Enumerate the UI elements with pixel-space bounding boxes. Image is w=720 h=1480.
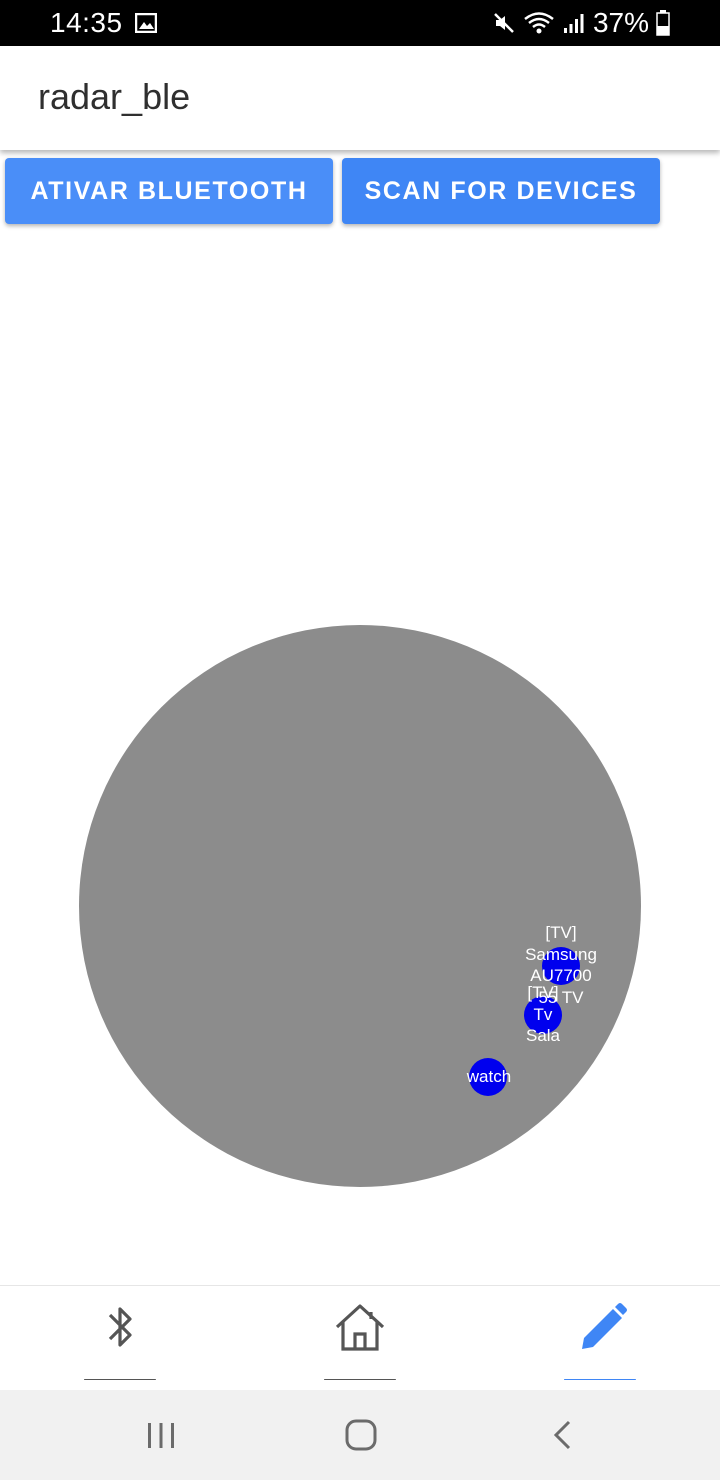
mute-icon: [494, 13, 514, 33]
app-title: radar_ble: [38, 76, 191, 117]
device-label-watch: watch: [466, 1067, 512, 1086]
home-icon: [335, 1304, 385, 1351]
device-dot-watch[interactable]: [469, 1058, 507, 1096]
radar-circle: [TV] Samsung AU7700 55 TV [TV] Tv Sala w…: [79, 625, 641, 1187]
battery-icon: [656, 10, 670, 36]
gallery-icon: [135, 13, 157, 33]
bluetooth-icon: [108, 1307, 132, 1347]
nav-label-home: ________: [324, 1364, 396, 1381]
battery-percent: 37%: [592, 7, 649, 38]
nav-label-bluetooth: ________: [84, 1364, 156, 1381]
wifi-icon: [524, 12, 554, 34]
system-navigation-bar: [0, 1390, 720, 1480]
status-time: 14:35: [50, 7, 123, 38]
device-dot-tv-sala[interactable]: [524, 996, 562, 1034]
signal-icon: [563, 14, 584, 33]
device-label-tv-sala: [TV] Tv Sala: [525, 983, 561, 1045]
status-icons: 37%: [492, 7, 670, 39]
app-bar: radar_ble: [0, 46, 720, 150]
nav-item-edit[interactable]: ________: [480, 1286, 720, 1391]
nav-item-bluetooth[interactable]: ________: [0, 1286, 240, 1391]
scan-devices-button[interactable]: SCAN FOR DEVICES: [342, 158, 660, 224]
status-bar: 14:35 37%: [0, 0, 720, 46]
pencil-icon: [582, 1303, 627, 1349]
nav-label-edit: ________: [564, 1364, 636, 1381]
nav-item-home[interactable]: ________: [240, 1286, 480, 1391]
enable-bluetooth-button[interactable]: ATIVAR BLUETOOTH: [5, 158, 333, 224]
recents-icon[interactable]: [136, 1412, 186, 1458]
bottom-navigation: ________ ________ ________: [0, 1285, 720, 1390]
device-dot-samsung-tv[interactable]: [542, 947, 580, 985]
device-label-samsung-tv: [TV] Samsung AU7700 55 TV: [525, 923, 597, 1007]
back-icon[interactable]: [538, 1412, 588, 1458]
home-circle-icon[interactable]: [336, 1412, 386, 1458]
